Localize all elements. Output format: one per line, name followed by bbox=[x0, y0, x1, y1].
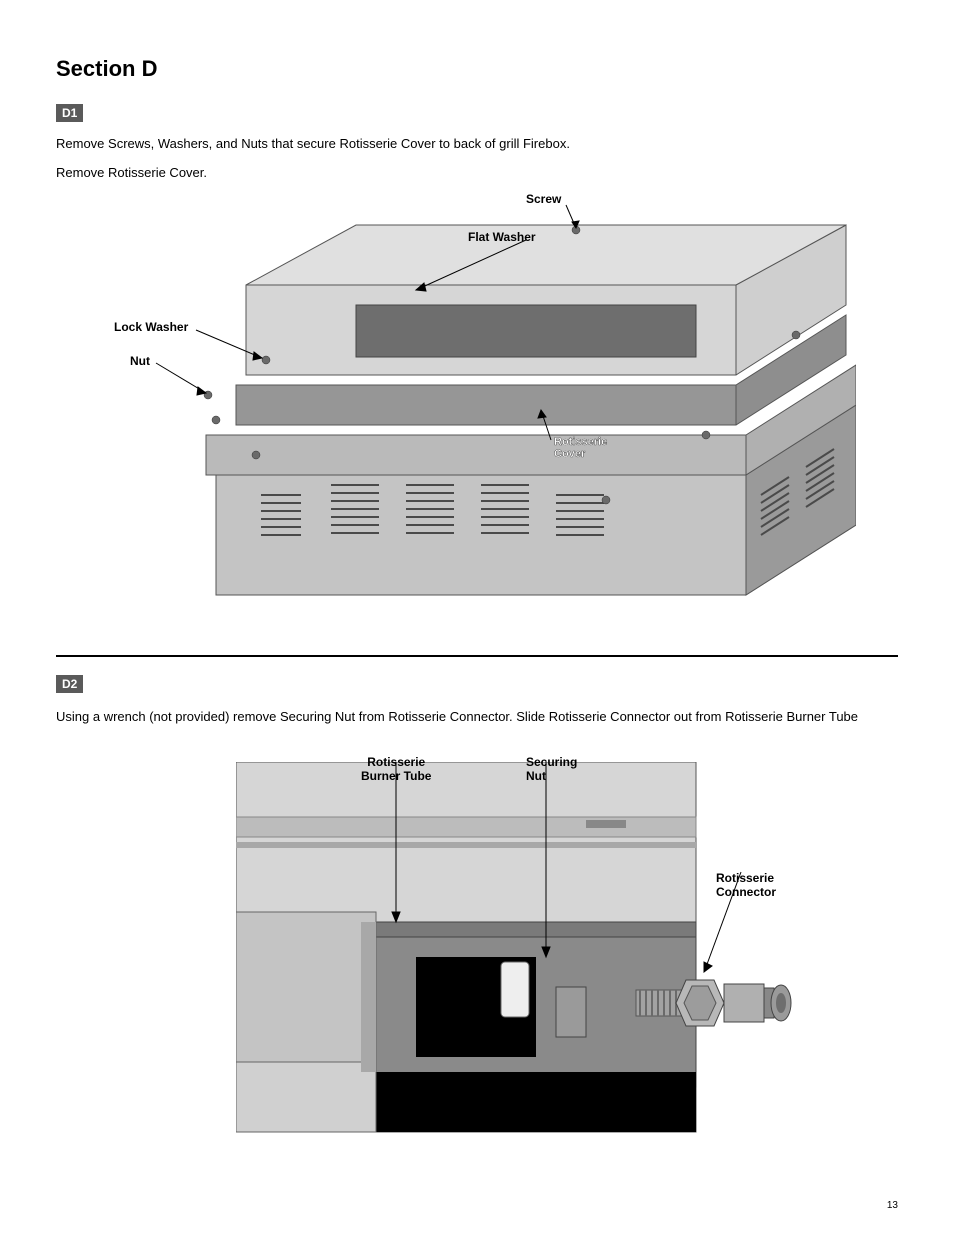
label-connector: RotisserieConnector bbox=[716, 872, 776, 900]
step-badge-d1: D1 bbox=[56, 104, 83, 122]
label-burner-tube: RotisserieBurner Tube bbox=[361, 756, 431, 784]
label-screw: Screw bbox=[526, 193, 561, 207]
figure-d2-svg bbox=[236, 762, 816, 1162]
label-lock-washer: Lock Washer bbox=[114, 321, 188, 335]
label-nut: Nut bbox=[130, 355, 150, 369]
d2-text: Using a wrench (not provided) remove Sec… bbox=[56, 703, 898, 732]
page-number: 13 bbox=[887, 1200, 898, 1211]
svg-text:Cover: Cover bbox=[554, 448, 586, 460]
step-d1: D1 Remove Screws, Washers, and Nuts that… bbox=[56, 104, 898, 625]
d1-text-line2: Remove Rotisserie Cover. bbox=[56, 161, 898, 186]
figure-d1-svg: Rotisserie Cover bbox=[96, 195, 856, 625]
step-badge-d2: D2 bbox=[56, 675, 83, 693]
figure-d2: RotisserieBurner Tube SecuringNut Rotiss… bbox=[236, 762, 816, 1162]
label-securing-nut: SecuringNut bbox=[526, 756, 577, 784]
svg-text:Rotisserie: Rotisserie bbox=[554, 436, 607, 448]
label-flat-washer: Flat Washer bbox=[468, 231, 536, 245]
section-title: Section D bbox=[56, 56, 898, 82]
figure-d1: Rotisserie Cover Screw Flat Washer Lock … bbox=[96, 195, 856, 625]
step-d2: D2 Using a wrench (not provided) remove … bbox=[56, 675, 898, 1162]
d1-text-line1: Remove Screws, Washers, and Nuts that se… bbox=[56, 132, 898, 157]
separator bbox=[56, 655, 898, 657]
